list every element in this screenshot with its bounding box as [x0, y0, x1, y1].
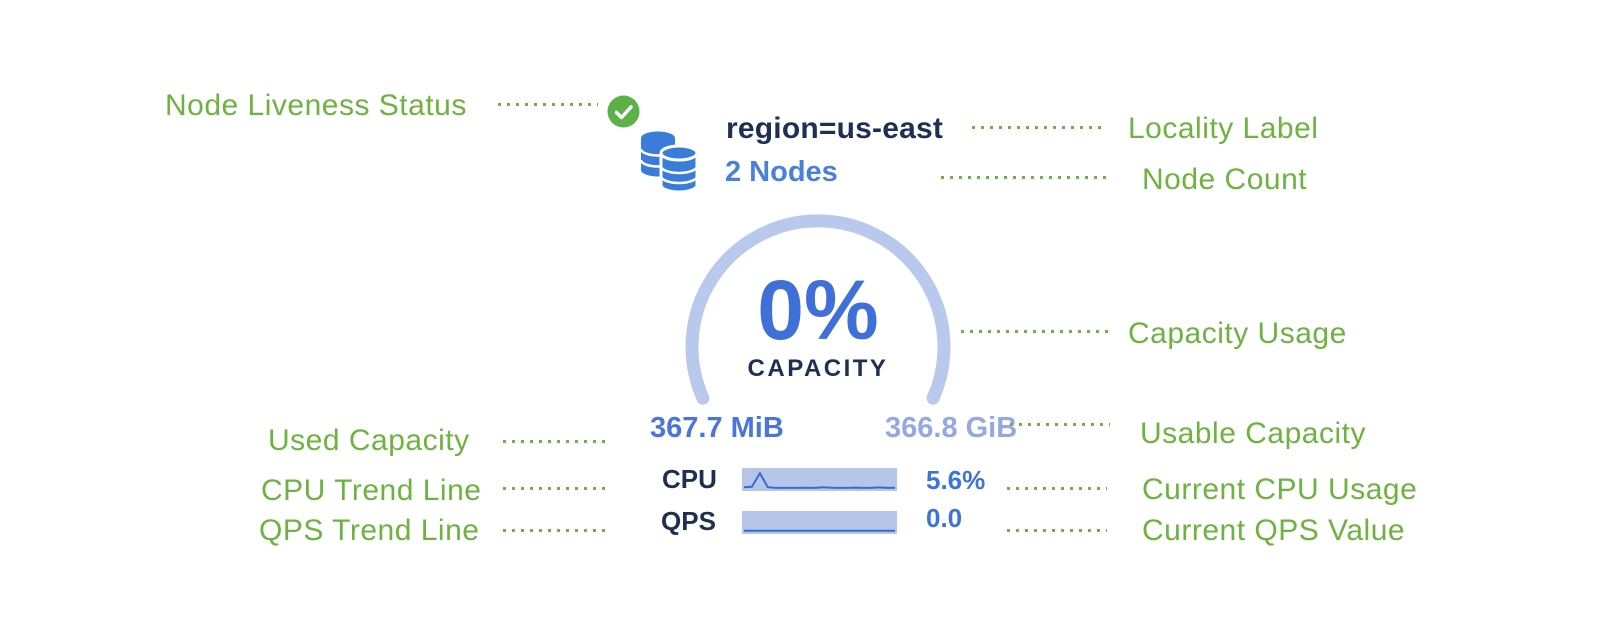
usable-capacity-value: 366.8 GiB [885, 412, 1018, 444]
annotation-node-count: Node Count [1142, 163, 1308, 196]
leader-qps-trend [503, 529, 608, 532]
annotation-capacity-usage: Capacity Usage [1128, 317, 1347, 350]
database-nodes-icon[interactable] [636, 126, 702, 194]
leader-current-qps-value [1007, 529, 1107, 532]
current-qps-value: 0.0 [926, 503, 963, 533]
leader-node-count [941, 176, 1106, 179]
capacity-gauge-arc [680, 200, 956, 410]
leader-locality-label [972, 126, 1102, 129]
leader-node-liveness [498, 103, 598, 106]
leader-usable-capacity [1010, 423, 1110, 426]
annotation-current-cpu-usage: Current CPU Usage [1142, 473, 1418, 506]
current-cpu-value: 5.6% [926, 465, 986, 495]
qps-row-label: QPS [661, 506, 716, 536]
annotation-current-qps-value: Current QPS Value [1142, 514, 1406, 547]
annotation-locality-label: Locality Label [1128, 112, 1319, 145]
used-capacity-value: 367.7 MiB [650, 412, 784, 444]
leader-used-capacity [503, 440, 608, 443]
annotation-qps-trend-line: QPS Trend Line [259, 514, 480, 547]
annotation-usable-capacity: Usable Capacity [1140, 417, 1366, 450]
annotation-node-liveness-status: Node Liveness Status [165, 89, 467, 122]
annotation-cpu-trend-line: CPU Trend Line [261, 474, 482, 507]
leader-current-cpu-usage [1007, 487, 1107, 490]
qps-trend-sparkline [742, 511, 897, 534]
cpu-trend-sparkline [742, 468, 897, 491]
leader-capacity-usage [961, 330, 1108, 333]
capacity-usage-percent: 0% [757, 263, 879, 357]
node-count[interactable]: 2 Nodes [725, 156, 838, 188]
annotation-used-capacity: Used Capacity [268, 424, 470, 457]
locality-label[interactable]: region=us-east [726, 112, 944, 145]
leader-cpu-trend [503, 487, 608, 490]
cpu-row-label: CPU [662, 464, 717, 494]
capacity-gauge-label: CAPACITY [747, 355, 889, 382]
node-liveness-healthy-icon [607, 95, 640, 128]
